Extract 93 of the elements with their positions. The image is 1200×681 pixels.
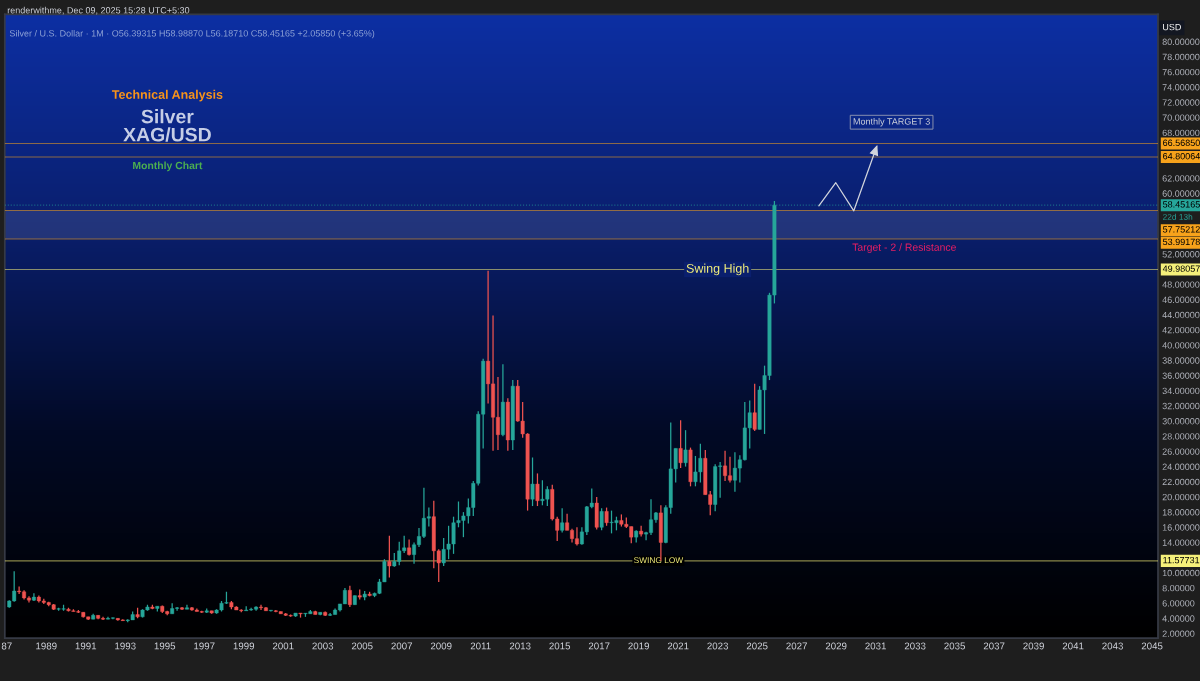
y-tick-label: 72.00000 (1162, 99, 1200, 106)
y-tick-label: 20.00000 (1162, 493, 1200, 501)
y-tick-label: 46.00000 (1162, 296, 1200, 303)
annotation: Swing High (686, 263, 749, 276)
x-tick-label: 87 (1, 642, 12, 650)
x-tick-label: 2037 (983, 642, 1005, 650)
candlestick (17, 585, 22, 595)
y-tick-label: 32.00000 (1162, 402, 1200, 410)
x-tick-label: 1989 (36, 642, 57, 650)
ref-line-label: 57.75212 (1162, 226, 1200, 233)
annotation: Silver / U.S. Dollar · 1M · O56.39315 H58.98870 L56.18710 C58.45165 +2.05850 (+3.65%) (9, 29, 375, 39)
annotation: Monthly Chart (133, 161, 203, 172)
candlestick (535, 472, 540, 507)
y-tick-label: 30.00000 (1162, 418, 1200, 425)
y-tick-label: 34.00000 (1162, 387, 1200, 395)
y-tick-label: 48.00000 (1162, 281, 1200, 288)
x-tick-label: 2029 (825, 642, 847, 650)
x-tick-label: 2015 (549, 642, 571, 650)
x-tick-label: 1993 (115, 642, 136, 650)
y-tick-label: 40.00000 (1162, 342, 1200, 349)
candlestick (599, 507, 604, 531)
x-tick-label: 2021 (667, 642, 689, 650)
x-tick-label: 2023 (707, 642, 729, 650)
ref-line-label: 49.98057 (1162, 265, 1200, 272)
x-tick-label: 1991 (75, 642, 97, 650)
y-tick-label: 44.00000 (1162, 311, 1200, 319)
candlestick (604, 506, 609, 527)
x-tick-label: 2007 (391, 642, 413, 650)
y-tick-label: 14.00000 (1162, 539, 1200, 546)
x-tick-label: 1997 (194, 642, 215, 650)
y-tick-label: 74.00000 (1162, 84, 1200, 91)
y-tick-label: 68.00000 (1162, 129, 1200, 137)
candlestick (752, 383, 757, 432)
candlestick (268, 609, 273, 613)
x-tick-label: 2009 (430, 642, 452, 650)
x-tick-label: 2041 (1062, 642, 1084, 650)
y-tick-label: 10.00000 (1162, 569, 1200, 577)
y-tick-label: 18.00000 (1162, 509, 1200, 516)
candlestick (683, 429, 688, 468)
x-tick-label: 2035 (944, 642, 966, 650)
x-tick-label: 2039 (1023, 642, 1044, 650)
x-tick-label: 2033 (904, 642, 926, 650)
x-tick-label: 2013 (509, 642, 531, 650)
x-tick-label: 2025 (746, 642, 768, 650)
candlestick (530, 456, 535, 507)
ref-line-label: 64.80064 (1163, 153, 1200, 160)
annotation: renderwithme, Dec 09, 2025 15:28 UTC+5:30 (7, 6, 190, 15)
y-tick-label: 78.00000 (1162, 53, 1200, 61)
x-tick-label: 2005 (351, 642, 373, 650)
x-tick-label: 2045 (1141, 642, 1163, 650)
text: Silver XAG/USD (123, 109, 211, 142)
x-tick-label: 2031 (865, 642, 886, 650)
y-tick-label: 36.00000 (1162, 372, 1200, 379)
y-tick-label: 24.00000 (1162, 463, 1200, 470)
x-tick-label: 2001 (272, 642, 294, 650)
y-tick-label: 28.00000 (1162, 433, 1200, 440)
y-tick-label: 76.00000 (1162, 68, 1200, 76)
y-tick-label: 42.00000 (1162, 326, 1200, 334)
y-tick-label: 80.00000 (1162, 38, 1200, 45)
annotation: Monthly TARGET 3 (853, 118, 930, 127)
y-tick-label: 16.00000 (1162, 524, 1200, 531)
x-tick-label: 2017 (588, 642, 610, 650)
candlestick (678, 419, 683, 469)
y-tick-label: 26.00000 (1162, 448, 1200, 455)
ref-line-label: 11.57731 (1163, 556, 1200, 564)
y-tick-label: 22.00000 (1162, 478, 1200, 486)
y-tick-label: 2.00000 (1162, 630, 1195, 637)
x-tick-label: 1999 (233, 642, 255, 650)
y-tick-label: 62.00000 (1162, 175, 1200, 182)
x-tick-label: 2019 (628, 642, 650, 650)
y-tick-label: 6.00000 (1162, 600, 1195, 607)
annotation: Technical Analysis (111, 89, 223, 102)
ref-line-label: 66.56850 (1163, 139, 1200, 146)
annotation: SWING LOW (634, 557, 684, 564)
candlestick (560, 507, 565, 534)
x-tick-label: 2011 (470, 642, 491, 650)
y-tick-label: 52.00000 (1162, 251, 1200, 258)
candlestick (387, 535, 392, 579)
y-tick-label: 8.00000 (1162, 584, 1195, 592)
ref-line-label: 53.99178 (1162, 238, 1200, 246)
y-tick-label: 4.00000 (1162, 615, 1195, 622)
candlestick (347, 585, 352, 608)
y-tick-label: 60.00000 (1162, 190, 1200, 197)
x-tick-label: 2043 (1102, 642, 1123, 650)
x-tick-label: 1995 (154, 642, 176, 650)
x-tick-label: 2027 (786, 642, 807, 650)
band-label: Target - 2 / Resistance (852, 243, 956, 253)
x-tick-label: 2003 (312, 642, 334, 650)
ref-line-label: 58.45165 (1162, 201, 1200, 208)
y-axis-title: USD (1163, 23, 1181, 31)
y-tick-label: 70.00000 (1162, 114, 1200, 121)
text: 22d 13h (1163, 213, 1193, 220)
y-tick-label: 38.00000 (1162, 357, 1200, 364)
